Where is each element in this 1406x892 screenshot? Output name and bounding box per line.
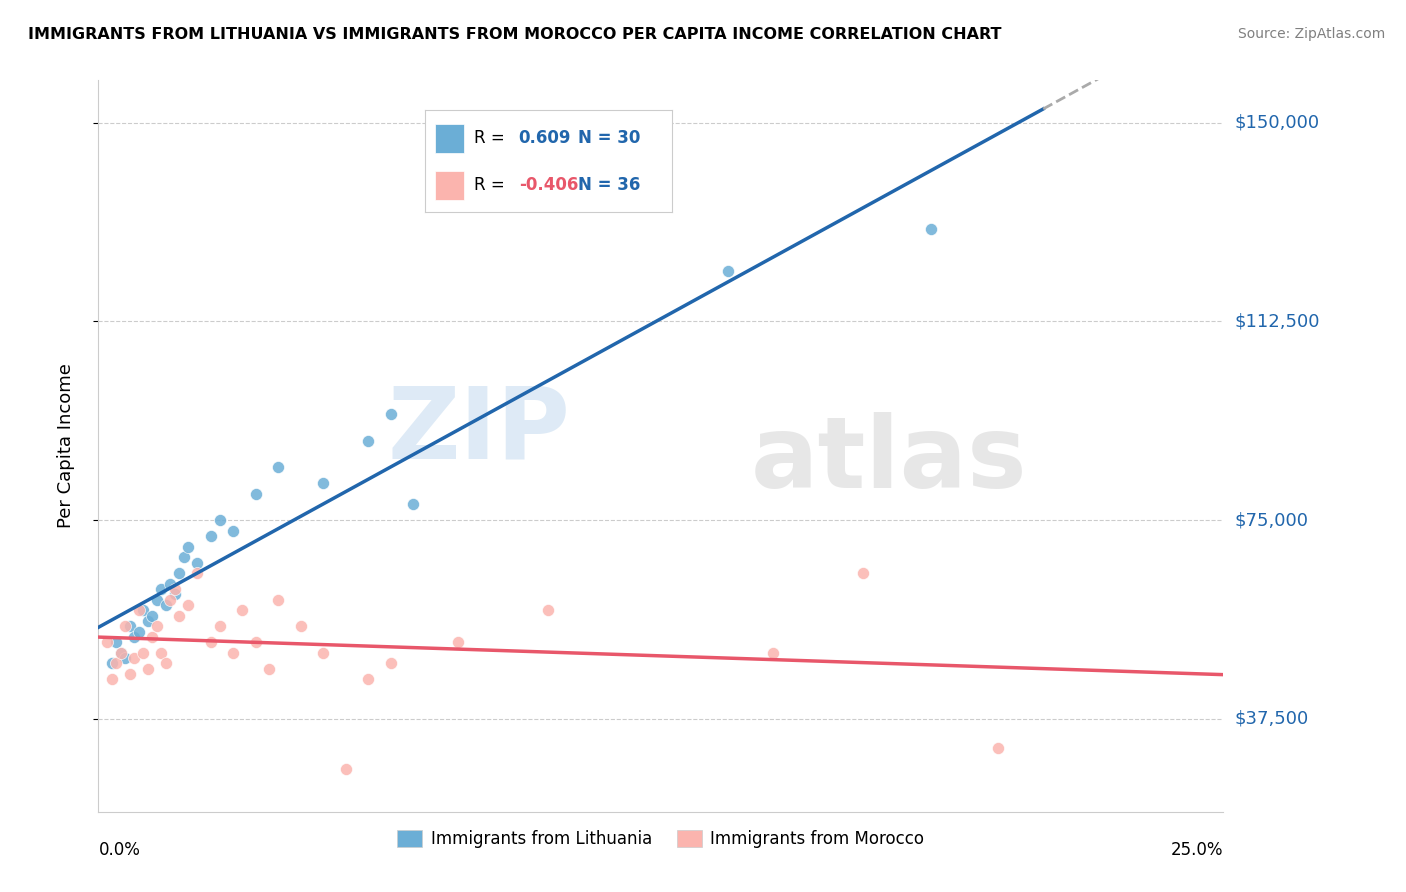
Text: $37,500: $37,500 — [1234, 710, 1309, 728]
Text: $150,000: $150,000 — [1234, 113, 1319, 132]
Text: $112,500: $112,500 — [1234, 312, 1320, 330]
Point — [114, 619, 136, 633]
Point — [920, 221, 942, 235]
Point — [169, 566, 191, 581]
Point — [150, 582, 173, 596]
Text: Source: ZipAtlas.com: Source: ZipAtlas.com — [1237, 27, 1385, 41]
Point — [852, 566, 875, 581]
Point — [128, 603, 150, 617]
Point — [259, 662, 281, 676]
Point — [312, 646, 335, 660]
Point — [537, 603, 560, 617]
Point — [132, 603, 155, 617]
Point — [96, 635, 118, 649]
Point — [245, 486, 267, 500]
Point — [163, 582, 186, 596]
Y-axis label: Per Capita Income: Per Capita Income — [56, 364, 75, 528]
Point — [186, 566, 208, 581]
Point — [208, 619, 231, 633]
Point — [101, 672, 124, 686]
Point — [200, 529, 222, 543]
Text: atlas: atlas — [751, 412, 1028, 509]
Point — [105, 635, 128, 649]
Point — [380, 407, 402, 421]
Point — [146, 619, 169, 633]
Point — [357, 434, 380, 448]
Point — [267, 460, 290, 475]
Point — [267, 592, 290, 607]
Point — [146, 592, 169, 607]
Point — [186, 556, 208, 570]
Point — [128, 624, 150, 639]
Point — [717, 264, 740, 278]
Text: ZIP: ZIP — [388, 383, 571, 480]
Point — [357, 672, 380, 686]
Text: 25.0%: 25.0% — [1171, 841, 1223, 859]
Point — [177, 598, 200, 612]
Point — [402, 497, 425, 511]
Legend: Immigrants from Lithuania, Immigrants from Morocco: Immigrants from Lithuania, Immigrants fr… — [391, 823, 931, 855]
Point — [447, 635, 470, 649]
Point — [245, 635, 267, 649]
Point — [987, 741, 1010, 756]
Point — [222, 524, 245, 538]
Point — [105, 657, 128, 671]
Point — [150, 646, 173, 660]
Point — [335, 762, 357, 776]
Point — [169, 608, 191, 623]
Point — [141, 630, 163, 644]
Point — [163, 587, 186, 601]
Point — [155, 657, 177, 671]
Point — [136, 614, 159, 628]
Point — [173, 550, 195, 565]
Point — [208, 513, 231, 527]
Point — [118, 667, 141, 681]
Text: IMMIGRANTS FROM LITHUANIA VS IMMIGRANTS FROM MOROCCO PER CAPITA INCOME CORRELATI: IMMIGRANTS FROM LITHUANIA VS IMMIGRANTS … — [28, 27, 1001, 42]
Point — [231, 603, 253, 617]
Point — [159, 592, 181, 607]
Point — [101, 657, 124, 671]
Point — [124, 651, 146, 665]
Point — [110, 646, 132, 660]
Point — [110, 646, 132, 660]
Point — [114, 651, 136, 665]
Point — [380, 657, 402, 671]
Point — [132, 646, 155, 660]
Point — [177, 540, 200, 554]
Point — [155, 598, 177, 612]
Point — [124, 630, 146, 644]
Point — [762, 646, 785, 660]
Text: 0.0%: 0.0% — [98, 841, 141, 859]
Point — [290, 619, 312, 633]
Point — [136, 662, 159, 676]
Point — [159, 576, 181, 591]
Point — [312, 476, 335, 491]
Point — [200, 635, 222, 649]
Point — [222, 646, 245, 660]
Text: $75,000: $75,000 — [1234, 511, 1309, 529]
Point — [118, 619, 141, 633]
Point — [141, 608, 163, 623]
